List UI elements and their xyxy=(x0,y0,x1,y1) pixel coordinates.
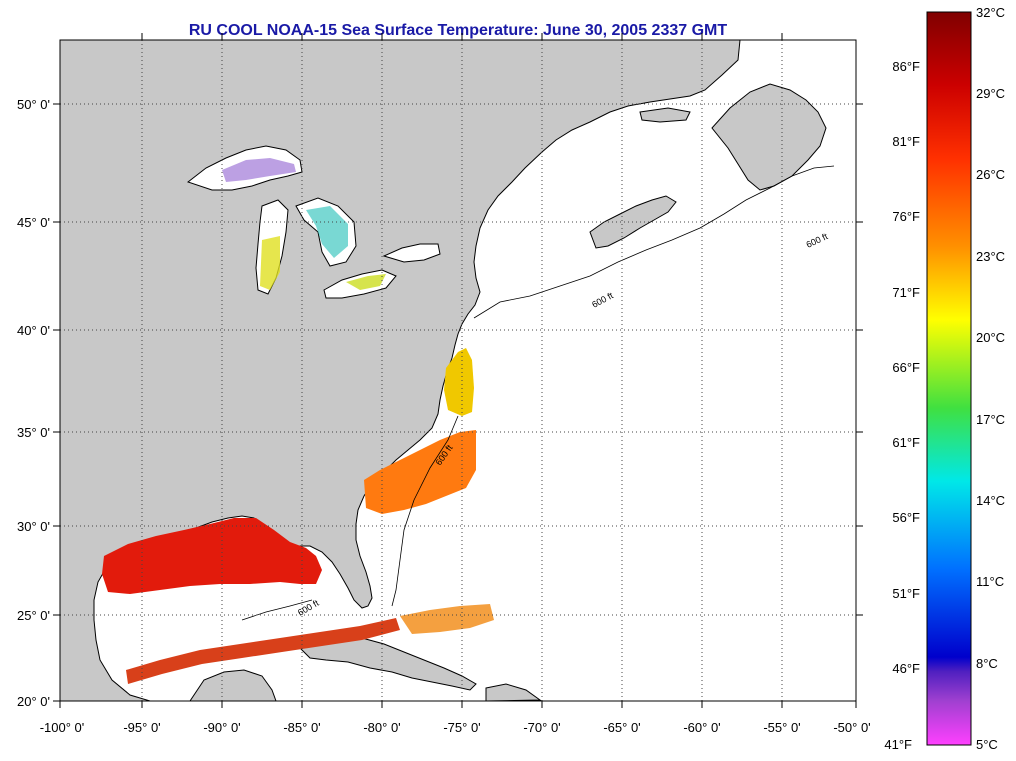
sst-gulf-band xyxy=(126,618,400,684)
sst-erie xyxy=(346,274,386,290)
lon-tick-label: -70° 0' xyxy=(523,720,560,735)
lon-tick-label: -60° 0' xyxy=(683,720,720,735)
colorbar-celsius-label: 11°C xyxy=(976,574,1004,589)
map-plot-area: 600 ft 600 ft 600 ft 600 ft xyxy=(60,40,856,701)
lon-tick-label: -50° 0' xyxy=(833,720,870,735)
colorbar-fahrenheit-label: 71°F xyxy=(892,285,920,300)
colorbar-fahrenheit-label: 61°F xyxy=(892,435,920,450)
lake-ontario xyxy=(382,243,441,263)
lon-tick-label: -65° 0' xyxy=(603,720,640,735)
plot-frame xyxy=(59,39,857,702)
colorbar-fahrenheit-label: 56°F xyxy=(892,510,920,525)
colorbar-fahrenheit-label: 66°F xyxy=(892,360,920,375)
colorbar-fahrenheit-label: 81°F xyxy=(892,134,920,149)
lon-tick-label: -90° 0' xyxy=(203,720,240,735)
sst-huron xyxy=(306,206,348,258)
colorbar-fahrenheit-label: 76°F xyxy=(892,209,920,224)
lon-tick-label: -95° 0' xyxy=(123,720,160,735)
lat-tick-label: 40° 0' xyxy=(17,323,50,338)
colorbar-fahrenheit-label: 86°F xyxy=(892,59,920,74)
land-yucatan xyxy=(189,669,277,701)
colorbar-fahrenheit-label: 51°F xyxy=(892,586,920,601)
colorbar-celsius-label: 17°C xyxy=(976,412,1005,427)
colorbar-celsius-label: 32°C xyxy=(976,5,1005,20)
sst-carolina xyxy=(364,430,476,514)
lon-tick-label: -100° 0' xyxy=(40,720,85,735)
colorbar-celsius-label: 14°C xyxy=(976,493,1005,508)
bathymetry-contour-600ft xyxy=(241,165,835,621)
map-title: RU COOL NOAA-15 Sea Surface Temperature:… xyxy=(188,22,728,39)
lat-tick-label: 35° 0' xyxy=(17,425,50,440)
colorbar-celsius-label: 20°C xyxy=(976,330,1005,345)
colorbar-celsius-label: 8°C xyxy=(976,656,998,671)
lon-tick-label: -85° 0' xyxy=(283,720,320,735)
lon-tick-label: -75° 0' xyxy=(443,720,480,735)
colorbar-celsius-labels: 32°C 29°C 26°C 23°C 20°C 17°C 14°C 11°C … xyxy=(976,5,1005,752)
lon-tick-label: -55° 0' xyxy=(763,720,800,735)
sst-gulf-north xyxy=(102,518,322,594)
land-jamaica-hispaniola xyxy=(485,683,542,701)
sst-superior xyxy=(222,158,296,182)
sst-data xyxy=(102,158,494,684)
x-axis xyxy=(59,33,857,708)
colorbar-celsius-label: 26°C xyxy=(976,167,1005,182)
sst-michigan xyxy=(260,236,280,290)
colorbar-celsius-label: 5°C xyxy=(976,737,998,752)
sst-bahamas xyxy=(400,604,494,634)
colorbar-celsius-label: 29°C xyxy=(976,86,1005,101)
colorbar-celsius-label: 23°C xyxy=(976,249,1005,264)
sst-midatlantic xyxy=(444,348,474,416)
graticule xyxy=(60,40,856,701)
lat-tick-label: 25° 0' xyxy=(17,608,50,623)
land-newfoundland xyxy=(711,83,827,191)
colorbar-fahrenheit-label: 41°F xyxy=(884,737,912,752)
lon-tick-label: -80° 0' xyxy=(363,720,400,735)
colorbar-fahrenheit-label: 46°F xyxy=(892,661,920,676)
colorbar xyxy=(926,11,972,746)
lat-tick-label: 45° 0' xyxy=(17,215,50,230)
colorbar-fahrenheit-labels: 86°F 81°F 76°F 71°F 66°F 61°F 56°F 51°F … xyxy=(884,59,920,752)
land-anticosti xyxy=(639,107,691,123)
lat-tick-label: 20° 0' xyxy=(17,694,50,709)
lat-tick-label: 50° 0' xyxy=(17,97,50,112)
y-axis xyxy=(53,103,863,702)
lat-tick-label: 30° 0' xyxy=(17,519,50,534)
